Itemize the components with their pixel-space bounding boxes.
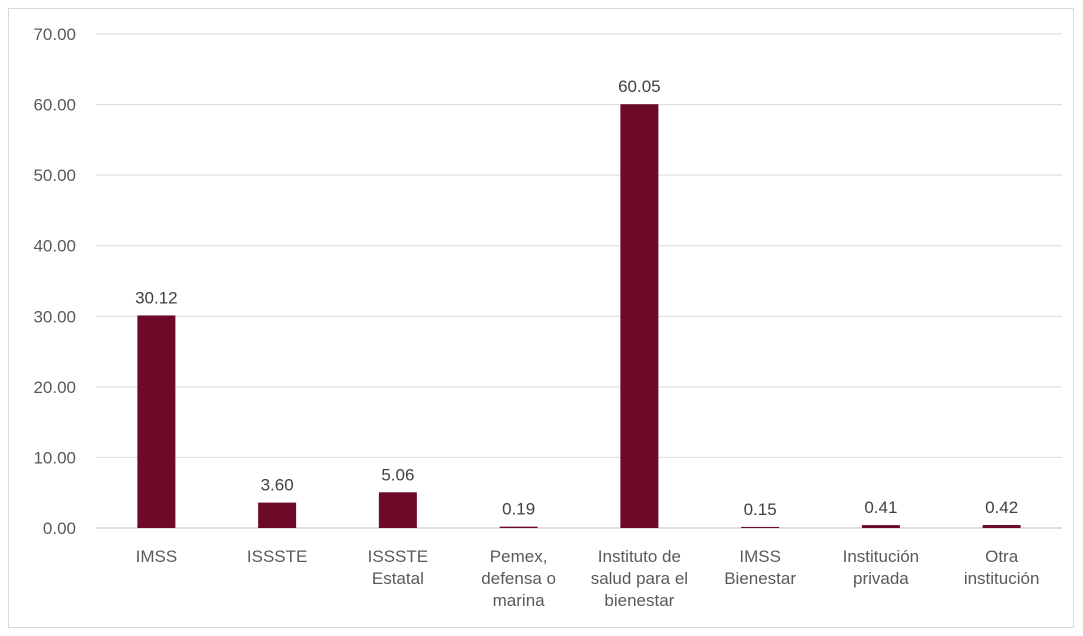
x-tick-label: defensa o [481,569,556,588]
y-tick-label: 30.00 [33,307,76,326]
x-tick-label: Institución [843,547,920,566]
y-tick-label: 0.00 [43,519,76,538]
bar [137,315,176,528]
x-tick-label: Pemex, [490,547,548,566]
y-tick-label: 70.00 [33,25,76,44]
y-tick-label: 40.00 [33,237,76,256]
x-tick-label: institución [964,569,1040,588]
x-tick-label: Bienestar [724,569,796,588]
bar [741,526,780,528]
bar [861,525,900,528]
data-label: 3.60 [261,476,294,495]
x-tick-label: ISSSTE [368,547,428,566]
y-tick-label: 50.00 [33,166,76,185]
y-tick-label: 10.00 [33,448,76,467]
x-tick-label: privada [853,569,909,588]
data-label: 0.41 [864,498,897,517]
data-label: 5.06 [381,465,414,484]
bar [378,492,417,528]
x-tick-label: Otra [985,547,1019,566]
data-label: 0.19 [502,500,535,519]
x-tick-label: Instituto de [598,547,681,566]
bar [499,526,538,528]
x-tick-label: Estatal [372,569,424,588]
x-tick-label: salud para el [591,569,688,588]
x-tick-label: ISSSTE [247,547,307,566]
y-tick-label: 60.00 [33,96,76,115]
data-label: 0.15 [744,500,777,519]
x-tick-label: marina [493,591,546,610]
data-label: 30.12 [135,288,178,307]
data-label: 0.42 [985,498,1018,517]
x-tick-label: IMSS [136,547,178,566]
x-tick-label: IMSS [739,547,781,566]
y-tick-label: 20.00 [33,378,76,397]
x-tick-label: bienestar [604,591,674,610]
bar [982,525,1021,528]
chart-frame [8,8,1074,628]
bar [258,502,297,528]
bar [620,104,659,529]
data-label: 60.05 [618,77,661,96]
